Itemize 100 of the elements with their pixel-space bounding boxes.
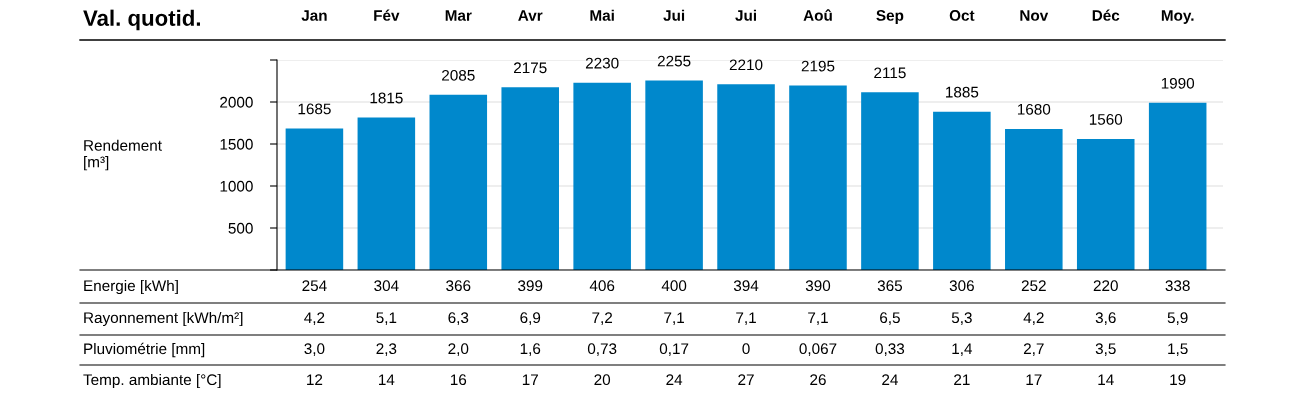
bar bbox=[285, 128, 344, 270]
text: 3,0 bbox=[304, 343, 325, 356]
text: 26 bbox=[810, 374, 826, 386]
data-label: 2175 bbox=[514, 62, 547, 74]
data-label: 1815 bbox=[370, 92, 403, 104]
text: 0,73 bbox=[587, 343, 617, 356]
x-tick-label: Mar bbox=[445, 10, 472, 21]
text: 220 bbox=[1093, 280, 1118, 292]
data-label: 2210 bbox=[729, 59, 763, 71]
bar bbox=[1005, 128, 1063, 270]
text: 14 bbox=[1098, 374, 1114, 385]
text: 2,0 bbox=[448, 343, 469, 356]
text: 20 bbox=[594, 374, 611, 386]
data-label: 2230 bbox=[585, 57, 619, 69]
x-tick-label: Jui bbox=[735, 9, 756, 21]
text: 390 bbox=[805, 280, 831, 292]
bar bbox=[501, 87, 559, 270]
data-label: 2085 bbox=[442, 69, 475, 81]
text: 0,33 bbox=[875, 343, 905, 356]
y-axis-title: Rendement [m³] bbox=[84, 139, 162, 171]
text: 17 bbox=[1026, 374, 1042, 385]
text: 2,7 bbox=[1023, 343, 1044, 356]
text: 365 bbox=[877, 280, 903, 292]
chart-title: Val. quotid. bbox=[83, 9, 200, 31]
text: 5,3 bbox=[951, 312, 972, 325]
bar bbox=[429, 94, 488, 270]
text: 24 bbox=[666, 374, 683, 385]
x-tick-label: Moy. bbox=[1161, 10, 1194, 24]
text: 16 bbox=[450, 374, 467, 386]
text: Energie [kWh] bbox=[84, 279, 178, 295]
text: 1,4 bbox=[952, 343, 973, 356]
data-label: 2115 bbox=[874, 67, 906, 79]
x-tick-label: Fév bbox=[374, 9, 400, 21]
x-tick-label: Nov bbox=[1020, 10, 1049, 21]
y-tick-label: 500 bbox=[228, 222, 253, 234]
data-label: 1685 bbox=[298, 103, 331, 115]
text: 14 bbox=[379, 374, 395, 385]
text: 0,17 bbox=[659, 343, 689, 356]
text: 399 bbox=[518, 280, 543, 292]
y-tick-label: 1500 bbox=[220, 138, 253, 150]
bar bbox=[1148, 102, 1207, 270]
text: 406 bbox=[589, 280, 615, 292]
bar bbox=[573, 82, 631, 270]
text: 21 bbox=[954, 374, 970, 385]
x-tick-label: Déc bbox=[1092, 9, 1120, 21]
text: 6,3 bbox=[448, 312, 469, 325]
y-tick-label: 2000 bbox=[220, 96, 253, 108]
text: 1,6 bbox=[520, 343, 541, 356]
text: 306 bbox=[949, 280, 974, 292]
text: 19 bbox=[1170, 374, 1186, 386]
bar bbox=[357, 117, 416, 270]
bar bbox=[645, 80, 703, 270]
text: 4,2 bbox=[1023, 312, 1044, 325]
bar bbox=[933, 111, 991, 270]
x-tick-label: Avr bbox=[518, 10, 543, 21]
data-label: 1885 bbox=[946, 86, 979, 98]
x-tick-label: Aoû bbox=[803, 9, 832, 21]
data-label: 2195 bbox=[801, 60, 835, 72]
x-tick-label: Jan bbox=[301, 10, 327, 21]
text: Pluviométrie [mm] bbox=[84, 342, 205, 358]
data-label: 1680 bbox=[1017, 103, 1051, 115]
text: 254 bbox=[302, 280, 327, 292]
text: 17 bbox=[522, 374, 538, 385]
text: 5,1 bbox=[376, 312, 397, 325]
text: 3,5 bbox=[1095, 343, 1116, 356]
text: 338 bbox=[1165, 280, 1190, 292]
text: 1,5 bbox=[1168, 343, 1188, 356]
x-tick-label: Jui bbox=[663, 9, 685, 21]
text: 5,9 bbox=[1167, 312, 1188, 325]
data-label: 2255 bbox=[657, 55, 691, 67]
data-label: 1560 bbox=[1089, 114, 1123, 125]
text: 252 bbox=[1021, 280, 1046, 292]
bar bbox=[717, 84, 775, 270]
text: 7,2 bbox=[592, 312, 613, 325]
x-tick-label: Sep bbox=[876, 10, 904, 24]
text: 12 bbox=[307, 374, 323, 385]
text: 6,5 bbox=[880, 312, 900, 325]
text: 366 bbox=[446, 280, 471, 292]
text: 7,1 bbox=[808, 312, 828, 325]
text: 7,1 bbox=[664, 312, 684, 325]
text: 0 bbox=[742, 343, 750, 355]
text: Rayonnement [kWh/m²] bbox=[84, 311, 243, 327]
text: 304 bbox=[374, 280, 399, 292]
bar bbox=[1076, 138, 1135, 270]
bar bbox=[789, 85, 847, 270]
text: 3,6 bbox=[1095, 312, 1116, 325]
text: 400 bbox=[661, 280, 687, 292]
text: 24 bbox=[882, 374, 898, 385]
bar bbox=[861, 92, 919, 270]
y-tick-label: 1000 bbox=[220, 180, 253, 192]
text: 394 bbox=[733, 280, 759, 292]
text: 6,9 bbox=[520, 312, 541, 325]
data-label: 1990 bbox=[1161, 77, 1195, 89]
text: 27 bbox=[738, 374, 754, 385]
text: 4,2 bbox=[304, 312, 325, 325]
text: Temp. ambiante [°C] bbox=[83, 373, 221, 389]
text: 0,067 bbox=[799, 343, 837, 356]
x-tick-label: Mai bbox=[590, 9, 614, 21]
text: 7,1 bbox=[736, 312, 756, 325]
x-tick-label: Oct bbox=[949, 10, 975, 21]
